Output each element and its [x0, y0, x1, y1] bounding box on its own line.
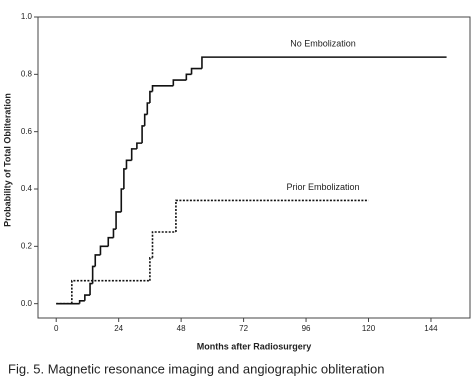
km-step: [120, 188, 124, 212]
km-step: [89, 282, 93, 296]
y-tick-label: 0.6: [21, 127, 33, 136]
y-axis-title: Probability of Total Obliteration: [2, 93, 12, 227]
x-tick-label: 144: [424, 324, 438, 333]
km-step: [185, 73, 192, 81]
x-tick-label: 96: [302, 324, 311, 333]
x-tick-label: 48: [177, 324, 186, 333]
y-tick-label: 1.0: [21, 12, 33, 21]
x-tick-label: 120: [362, 324, 376, 333]
y-tick-label: 0.2: [21, 241, 33, 250]
km-step: [146, 102, 150, 115]
km-step: [175, 199, 369, 232]
km-step: [141, 125, 145, 144]
km-step: [190, 67, 202, 75]
km-step: [84, 294, 91, 301]
x-tick-label: 72: [239, 324, 248, 333]
y-tick-label: 0.4: [21, 184, 33, 193]
km-step: [130, 148, 137, 161]
x-tick-label: 0: [54, 324, 59, 333]
x-axis-title: Months after Radiosurgery: [197, 341, 312, 351]
km-step: [125, 159, 132, 169]
x-tick-label: 24: [114, 324, 123, 333]
km-step: [201, 56, 447, 69]
km-step: [99, 245, 109, 255]
km-step: [151, 85, 174, 92]
y-tick-label: 0.0: [21, 299, 33, 308]
km-step: [123, 168, 127, 189]
km-step: [112, 228, 117, 238]
y-tick-label: 0.8: [21, 69, 33, 78]
caption: Fig. 5. Magnetic resonance imaging and a…: [8, 361, 385, 376]
km-step: [71, 279, 150, 304]
series-label: No Embolization: [290, 39, 356, 49]
km-step: [172, 79, 187, 86]
km-step: [78, 300, 85, 304]
km-step: [151, 231, 176, 258]
km-step: [94, 254, 101, 267]
km-step: [91, 265, 96, 284]
plot-frame: [37, 16, 471, 319]
km-step: [149, 90, 153, 103]
km-step: [149, 257, 153, 281]
km-step: [136, 142, 143, 149]
series-label: Prior Embolization: [286, 182, 359, 192]
km-step: [143, 113, 148, 126]
km-step: [115, 211, 122, 230]
km-step: [107, 236, 114, 247]
